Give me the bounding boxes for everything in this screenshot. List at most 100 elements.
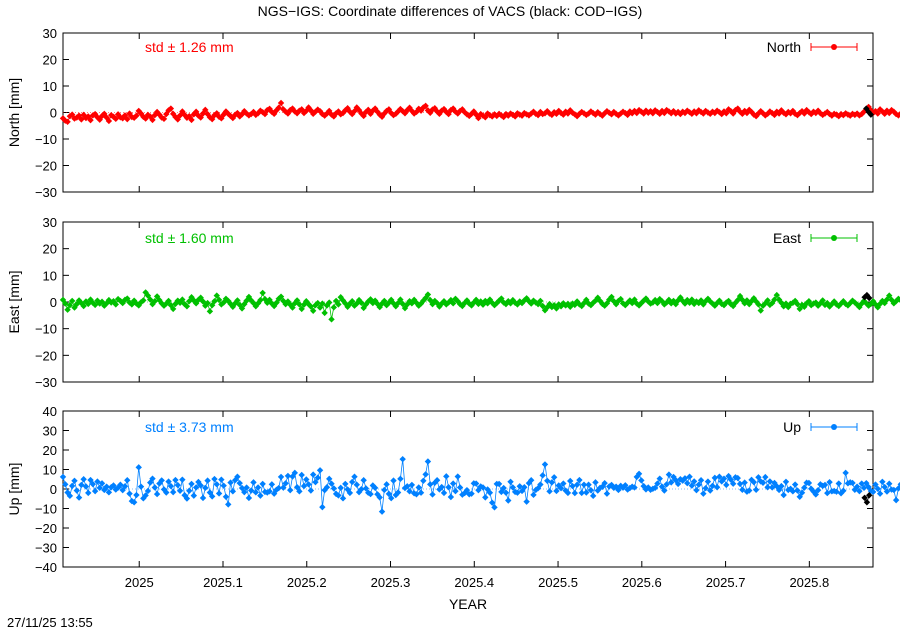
data-point-up	[96, 484, 103, 492]
data-point-up	[840, 487, 847, 494]
data-point-up	[358, 485, 365, 493]
data-point-up	[502, 489, 510, 496]
data-point-east	[151, 298, 159, 305]
std-annotation-north: std ± 1.26 mm	[145, 39, 234, 55]
data-point-east	[544, 304, 551, 311]
data-point-east	[583, 296, 590, 304]
data-point-up	[681, 475, 689, 482]
data-point-up	[346, 489, 354, 497]
data-point-up	[505, 497, 512, 504]
data-point-up	[819, 482, 826, 490]
data-point-up	[553, 487, 560, 495]
data-point-north	[390, 111, 397, 119]
data-point-up	[130, 499, 138, 506]
data-point-up	[280, 484, 287, 491]
data-point-up	[275, 484, 282, 492]
data-point-north	[176, 112, 184, 119]
data-point-up	[231, 477, 239, 484]
y-tick-label-up: 10	[43, 463, 57, 478]
data-point-up	[707, 487, 714, 494]
data-point-north	[188, 116, 195, 124]
data-point-north	[690, 108, 698, 115]
data-point-up	[886, 480, 893, 487]
data-point-east	[91, 301, 99, 309]
data-point-east	[849, 297, 856, 304]
data-point-east	[277, 293, 285, 300]
data-point-up	[571, 489, 579, 497]
data-point-up	[856, 487, 863, 495]
data-point-east	[897, 297, 900, 303]
data-point-up	[62, 481, 69, 488]
data-point-up	[895, 485, 900, 492]
data-point-east	[424, 291, 432, 298]
data-point-up	[690, 478, 698, 485]
data-point-north	[773, 108, 780, 115]
data-point-east	[259, 289, 266, 297]
data-point-up	[860, 484, 868, 492]
y-tick-label-north: −20	[35, 159, 57, 174]
data-point-north	[603, 107, 611, 115]
data-point-north	[82, 114, 90, 122]
data-point-up	[222, 493, 230, 500]
data-point-east	[704, 295, 712, 302]
data-point-up	[649, 485, 657, 493]
data-point-up	[495, 480, 503, 488]
data-point-north	[789, 107, 797, 115]
data-point-up	[305, 481, 312, 488]
data-point-up	[179, 476, 186, 483]
data-point-up	[808, 485, 815, 493]
legend-marker-north	[831, 44, 837, 50]
data-point-up	[837, 490, 845, 497]
data-point-east	[348, 298, 356, 305]
data-point-east	[647, 300, 654, 307]
data-point-north	[778, 107, 785, 114]
data-point-up	[814, 486, 822, 494]
data-point-north	[869, 109, 877, 117]
data-point-up	[560, 480, 567, 487]
data-point-east	[195, 296, 202, 304]
data-point-up	[619, 484, 627, 491]
data-point-north	[62, 117, 69, 124]
data-point-north	[599, 112, 606, 119]
data-point-up	[881, 483, 888, 491]
data-point-east	[635, 302, 643, 309]
data-point-up	[213, 481, 220, 488]
data-point-up	[291, 469, 299, 477]
data-point-up	[791, 481, 799, 488]
data-point-north	[702, 107, 709, 115]
data-point-up	[562, 487, 569, 494]
data-point-east	[309, 307, 317, 314]
data-point-up	[117, 481, 124, 488]
data-point-north	[821, 110, 829, 117]
data-point-up	[277, 473, 285, 481]
data-point-up	[424, 458, 432, 465]
data-point-north	[560, 111, 567, 118]
y-tick-label-north: 30	[43, 26, 57, 41]
data-point-up	[523, 498, 530, 505]
data-point-east	[658, 298, 666, 305]
data-point-up	[548, 479, 556, 486]
data-point-east	[732, 299, 739, 306]
data-point-up	[406, 488, 413, 495]
data-point-east	[700, 301, 707, 308]
data-point-up	[773, 483, 780, 490]
data-point-east	[296, 301, 303, 308]
data-point-north	[202, 106, 209, 114]
data-point-up	[488, 499, 496, 506]
data-point-east	[307, 303, 315, 310]
data-point-east	[85, 300, 92, 308]
legend-label-up: Up	[783, 419, 801, 435]
data-point-up	[665, 471, 673, 478]
data-point-up	[631, 484, 638, 491]
data-point-up	[243, 484, 250, 491]
data-point-up	[785, 486, 792, 494]
data-point-up	[250, 479, 257, 486]
data-point-up	[126, 490, 133, 497]
data-point-up	[801, 484, 808, 491]
data-point-north	[484, 110, 491, 117]
data-point-up	[762, 473, 769, 481]
data-point-up	[661, 487, 668, 494]
data-point-up	[482, 494, 489, 501]
x-tick-label: 2025.5	[538, 575, 578, 590]
